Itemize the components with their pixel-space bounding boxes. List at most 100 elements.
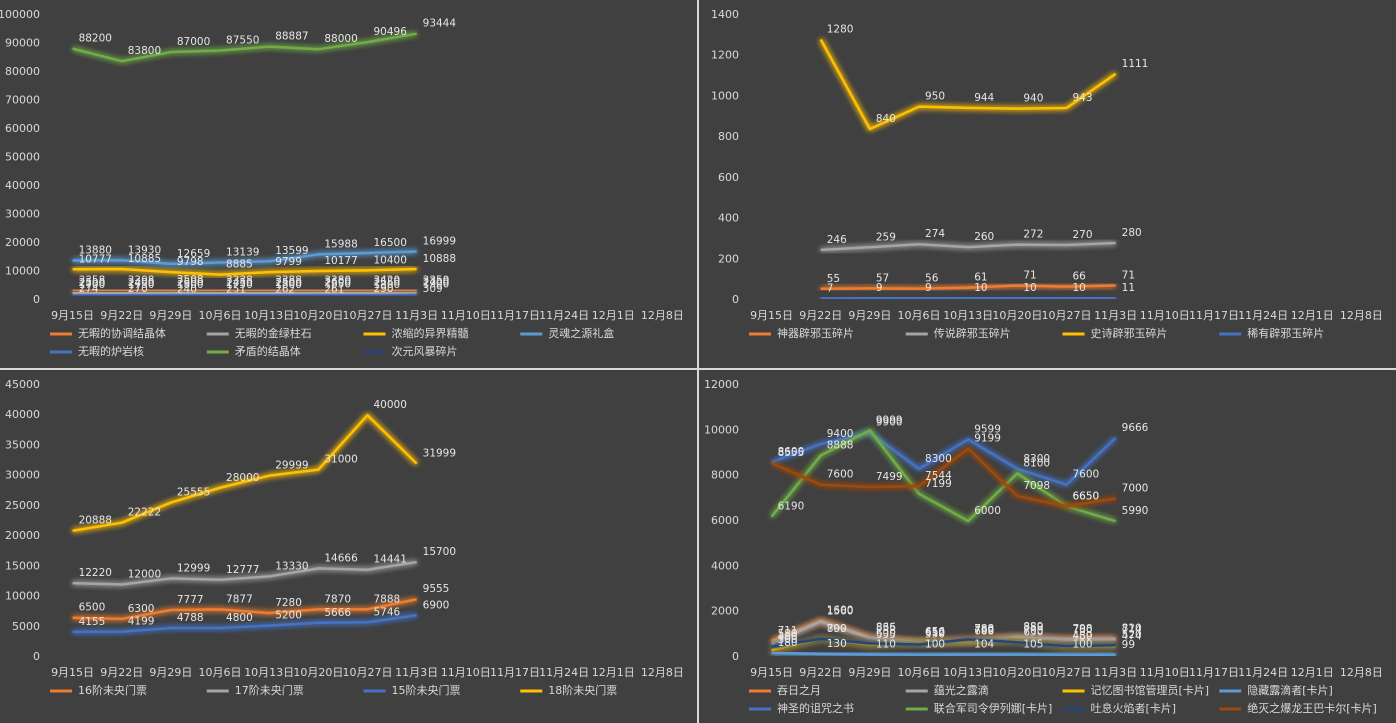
data-label: 9555 [423, 583, 450, 595]
data-label: 5666 [324, 607, 351, 619]
y-tick-label: 45000 [5, 378, 40, 391]
data-label: 9798 [177, 256, 204, 268]
data-label: 688 [974, 625, 994, 637]
data-label: 83800 [128, 45, 161, 57]
data-label: 272 [1023, 229, 1043, 241]
data-label: 7600 [1073, 469, 1100, 481]
data-label: 600 [876, 627, 896, 639]
data-label: 31999 [423, 448, 456, 460]
data-label: 9900 [876, 417, 903, 429]
data-label: 810 [1122, 623, 1142, 635]
x-tick-label: 10月13日 [244, 309, 294, 322]
data-label: 2550 [374, 277, 401, 289]
x-tick-label: 9月22日 [799, 309, 842, 322]
legend-label: 16阶未央门票 [78, 683, 147, 697]
x-tick-label: 11月10日 [441, 309, 491, 322]
x-tick-label: 10月27日 [343, 666, 393, 679]
series-line [820, 296, 1116, 300]
series-line [770, 429, 1117, 523]
data-label: 14666 [324, 552, 358, 564]
data-label: 700 [1023, 625, 1043, 637]
data-label: 10400 [374, 254, 407, 266]
x-tick-label: 11月10日 [441, 666, 491, 679]
series-line [72, 250, 417, 266]
data-label: 480 [1073, 630, 1093, 642]
x-tick-label: 10月6日 [898, 666, 941, 679]
data-label: 7499 [876, 471, 903, 483]
data-label: 950 [925, 91, 945, 103]
y-tick-label: 5000 [12, 620, 40, 633]
series-line [820, 284, 1116, 291]
x-tick-label: 9月22日 [100, 309, 143, 322]
data-label: 10 [974, 282, 987, 294]
y-tick-label: 50000 [5, 151, 40, 164]
data-label: 246 [827, 234, 847, 246]
legend-label: 神器辟邪玉碎片 [777, 326, 854, 340]
data-label: 3420 [374, 274, 401, 286]
y-tick-label: 8000 [711, 469, 739, 482]
x-tick-label: 10月20日 [293, 309, 343, 322]
data-label: 4155 [79, 616, 106, 628]
panel [0, 0, 697, 368]
data-label: 6900 [423, 599, 450, 611]
series-line [72, 267, 417, 276]
legend-label: 矛盾的结晶体 [235, 344, 301, 358]
data-label: 7600 [827, 469, 854, 481]
data-label: 711 [778, 625, 798, 637]
series-line [72, 293, 417, 297]
x-tick-label: 11月10日 [1140, 666, 1190, 679]
x-tick-label: 11月10日 [1140, 309, 1190, 322]
x-tick-label: 10月20日 [992, 666, 1042, 679]
x-tick-label: 10月27日 [1042, 666, 1092, 679]
data-label: 28000 [226, 472, 259, 484]
y-tick-label: 10000 [704, 423, 739, 436]
data-label: 12220 [79, 567, 112, 579]
data-label: 2400 [128, 277, 155, 289]
data-label: 6650 [1073, 490, 1100, 502]
data-label: 1280 [827, 23, 854, 35]
data-label: 7870 [324, 593, 351, 605]
data-label: 10 [1023, 282, 1036, 294]
data-label: 650 [1023, 626, 1043, 638]
data-label: 2600 [324, 277, 351, 289]
data-label: 3508 [177, 274, 204, 286]
series-line [771, 637, 1116, 649]
panel [699, 370, 1396, 723]
y-tick-label: 2000 [711, 605, 739, 618]
data-label: 1900 [423, 279, 450, 291]
x-tick-label: 9月29日 [848, 666, 891, 679]
data-label: 270 [1073, 229, 1093, 241]
data-label: 866 [876, 621, 896, 633]
data-label: 4800 [226, 612, 253, 624]
y-tick-label: 40000 [5, 408, 40, 421]
y-tick-label: 30000 [5, 208, 40, 221]
data-label: 1750 [128, 279, 155, 291]
data-label: 6000 [974, 505, 1001, 517]
x-tick-label: 9月29日 [149, 309, 192, 322]
series-line [72, 32, 417, 63]
series-line [771, 431, 1117, 486]
x-tick-label: 11月24日 [1238, 666, 1288, 679]
data-label: 788 [974, 623, 994, 635]
legend-label: 记忆图书馆管理员[卡片] [1091, 683, 1210, 697]
data-label: 274 [925, 228, 945, 240]
data-label: 3358 [79, 274, 106, 286]
data-label: 4788 [177, 612, 204, 624]
legend-label: 史诗辟邪玉碎片 [1091, 326, 1168, 340]
y-tick-label: 90000 [5, 37, 40, 50]
x-tick-label: 9月22日 [799, 666, 842, 679]
data-label: 7777 [177, 594, 204, 606]
data-label: 7544 [925, 470, 952, 482]
data-label: 550 [925, 629, 945, 641]
y-tick-label: 60000 [5, 122, 40, 135]
x-tick-label: 11月3日 [395, 309, 438, 322]
data-label: 55 [827, 273, 840, 285]
y-tick-label: 800 [718, 130, 739, 143]
legend-label: 吞日之月 [777, 683, 821, 697]
x-tick-label: 10月27日 [343, 309, 393, 322]
data-label: 1850 [324, 279, 351, 291]
data-label: 6300 [128, 603, 155, 615]
data-label: 940 [1023, 93, 1043, 105]
y-tick-label: 400 [718, 212, 739, 225]
